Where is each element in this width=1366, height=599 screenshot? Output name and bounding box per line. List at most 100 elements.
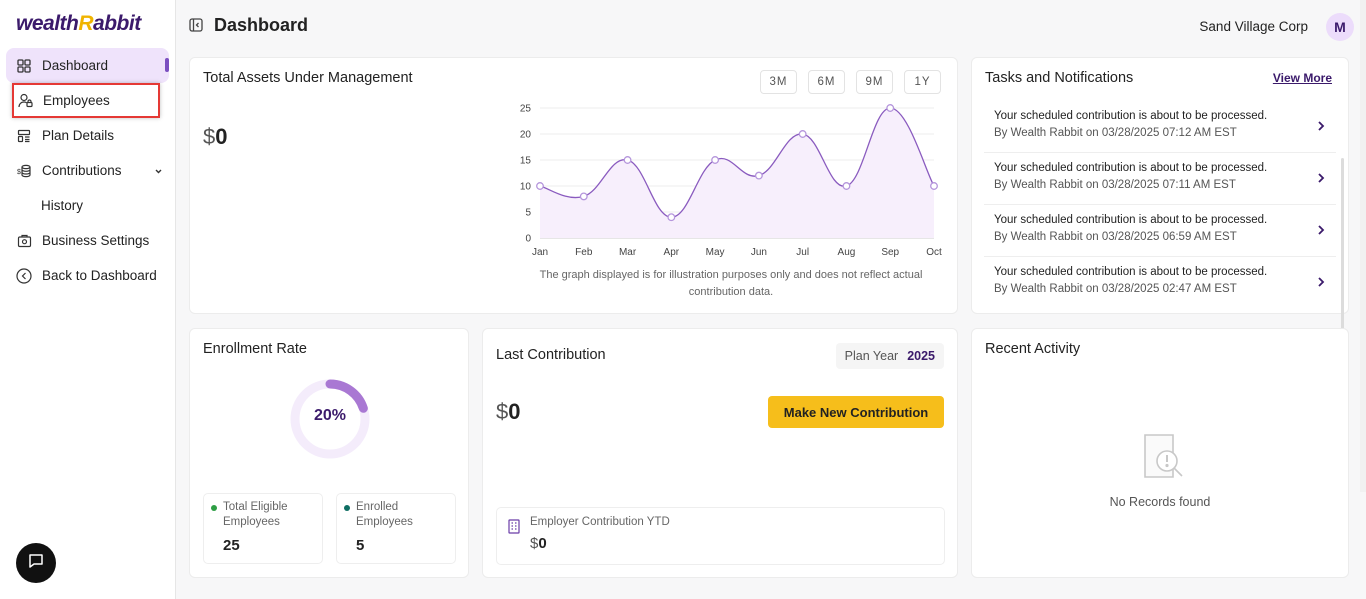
y-tick-label: 10: [520, 182, 532, 193]
plan-year-badge[interactable]: Plan Year 2025: [835, 343, 944, 369]
chevron-right-icon[interactable]: [1316, 223, 1326, 241]
x-tick-label: Apr: [664, 247, 680, 258]
tasks-card: Tasks and Notifications View More Your s…: [971, 57, 1349, 348]
sidebar-item-label: Dashboard: [42, 58, 109, 73]
sidebar-item-label: Business Settings: [42, 233, 150, 248]
total-assets-value: $0: [203, 124, 228, 149]
data-point: [798, 130, 807, 138]
y-tick-label: 15: [520, 156, 532, 167]
area-fill: [540, 108, 934, 238]
task-item[interactable]: Your scheduled contribution is about to …: [984, 257, 1336, 309]
x-tick-label: Jul: [796, 247, 809, 258]
task-item[interactable]: Your scheduled contribution is about to …: [984, 101, 1336, 153]
page-scrollbar[interactable]: [1360, 0, 1366, 492]
sidebar-item-label: Plan Details: [42, 128, 115, 143]
y-tick-label: 0: [525, 234, 531, 245]
last-contribution-value: $0: [496, 399, 521, 424]
data-point: [711, 156, 720, 164]
chevron-right-icon[interactable]: [1316, 119, 1326, 137]
building-icon: [507, 518, 521, 539]
sidebar-item-employees[interactable]: Employees: [12, 83, 160, 118]
empty-state-text: No Records found: [1109, 495, 1211, 509]
x-tick-label: Aug: [838, 247, 856, 258]
x-tick-label: Jun: [751, 247, 767, 258]
range-selector: 3M 6M 9M 1Y: [760, 70, 941, 94]
eligible-employees-stat: Total Eligible Employees 25: [203, 493, 323, 564]
chevron-down-icon[interactable]: [154, 164, 163, 179]
sidebar: wealthRabbit Dashboard Employees Plan De…: [0, 0, 176, 599]
chart-disclaimer: The graph displayed is for illustration …: [539, 269, 923, 298]
dashboard-icon: [16, 58, 32, 74]
avatar[interactable]: M: [1326, 13, 1354, 41]
range-9m-button[interactable]: 9M: [856, 70, 893, 94]
top-header: Dashboard Sand Village Corp M: [176, 0, 1366, 52]
task-item[interactable]: Your scheduled contribution is about to …: [984, 153, 1336, 205]
task-item[interactable]: Your scheduled contribution is about to …: [984, 205, 1336, 257]
chevron-right-icon[interactable]: [1316, 275, 1326, 293]
assets-area-chart: 0 5 10 15 20 25 Jan Feb Mar Apr May Jun Jul Aug Sep Oct: [520, 104, 942, 259]
y-tick-label: 20: [520, 130, 532, 141]
employer-contribution-ytd: Employer Contribution YTD $0: [496, 507, 945, 565]
stat-value: 5: [356, 537, 365, 554]
stat-label: Enrolled Employees: [356, 501, 413, 528]
sidebar-item-label: History: [41, 198, 84, 213]
data-point: [842, 182, 851, 190]
total-assets-card: Total Assets Under Management $0 3M 6M 9…: [189, 57, 958, 314]
sidebar-item-contributions[interactable]: $ Contributions: [6, 153, 169, 188]
data-point: [930, 182, 938, 190]
no-records-icon: [1141, 433, 1189, 486]
stat-label: Total Eligible Employees: [223, 501, 288, 528]
business-settings-icon: [16, 233, 32, 249]
sidebar-item-back-to-dashboard[interactable]: Back to Dashboard: [6, 258, 169, 293]
stat-value: 25: [223, 537, 240, 554]
contributions-icon: $: [16, 163, 32, 179]
tasks-scrollbar[interactable]: [1341, 158, 1344, 348]
ytd-value: $0: [530, 535, 547, 552]
company-name[interactable]: Sand Village Corp: [1199, 19, 1308, 34]
sidebar-item-plan-details[interactable]: Plan Details: [6, 118, 169, 153]
chevron-right-icon[interactable]: [1316, 171, 1326, 189]
range-3m-button[interactable]: 3M: [760, 70, 797, 94]
card-title: Total Assets Under Management: [203, 70, 413, 86]
employees-icon: [17, 93, 33, 109]
x-tick-label: Sep: [881, 247, 899, 258]
make-new-contribution-button[interactable]: Make New Contribution: [768, 396, 944, 428]
data-point: [579, 192, 588, 201]
page-title: Dashboard: [214, 15, 309, 35]
status-dot: [211, 505, 217, 511]
x-tick-label: Oct: [926, 247, 942, 258]
y-tick-label: 25: [520, 104, 532, 115]
x-tick-label: May: [706, 247, 725, 258]
ytd-label: Employer Contribution YTD: [530, 516, 670, 528]
recent-activity-card: Recent Activity No Records found: [971, 328, 1349, 578]
y-tick-label: 5: [525, 208, 531, 219]
range-6m-button[interactable]: 6M: [808, 70, 845, 94]
sidebar-collapse-icon[interactable]: [189, 18, 203, 32]
sidebar-item-dashboard[interactable]: Dashboard: [6, 48, 169, 83]
sidebar-item-business-settings[interactable]: Business Settings: [6, 223, 169, 258]
data-point: [754, 171, 763, 180]
series-line: [539, 107, 935, 218]
status-dot: [344, 505, 350, 511]
range-1y-button[interactable]: 1Y: [904, 70, 941, 94]
task-list: Your scheduled contribution is about to …: [984, 101, 1336, 309]
card-title: Tasks and Notifications: [985, 70, 1134, 86]
sidebar-item-label: Back to Dashboard: [42, 268, 157, 283]
sidebar-item-history[interactable]: History: [6, 188, 169, 223]
data-point: [667, 213, 676, 222]
donut-progress: [290, 379, 370, 459]
view-more-link[interactable]: View More: [1272, 71, 1332, 85]
enrollment-rate-value: 20%: [313, 407, 347, 424]
chat-button[interactable]: [16, 543, 56, 583]
back-icon: [16, 267, 32, 284]
last-contribution-card: Last Contribution Plan Year 2025 $0 Make…: [482, 328, 958, 578]
data-point: [536, 182, 544, 190]
data-point: [886, 104, 895, 112]
enrollment-donut: [290, 379, 370, 459]
x-tick-label: Mar: [619, 247, 637, 258]
sidebar-nav: Dashboard Employees Plan Details $ Contr…: [6, 48, 169, 293]
enrollment-rate-card: Enrollment Rate 20% Total Eligible Emplo…: [189, 328, 469, 578]
wealth-rabbit-logo[interactable]: wealthRabbit: [16, 12, 141, 35]
x-tick-label: Feb: [575, 247, 593, 258]
enrolled-employees-stat: Enrolled Employees 5: [336, 493, 456, 564]
